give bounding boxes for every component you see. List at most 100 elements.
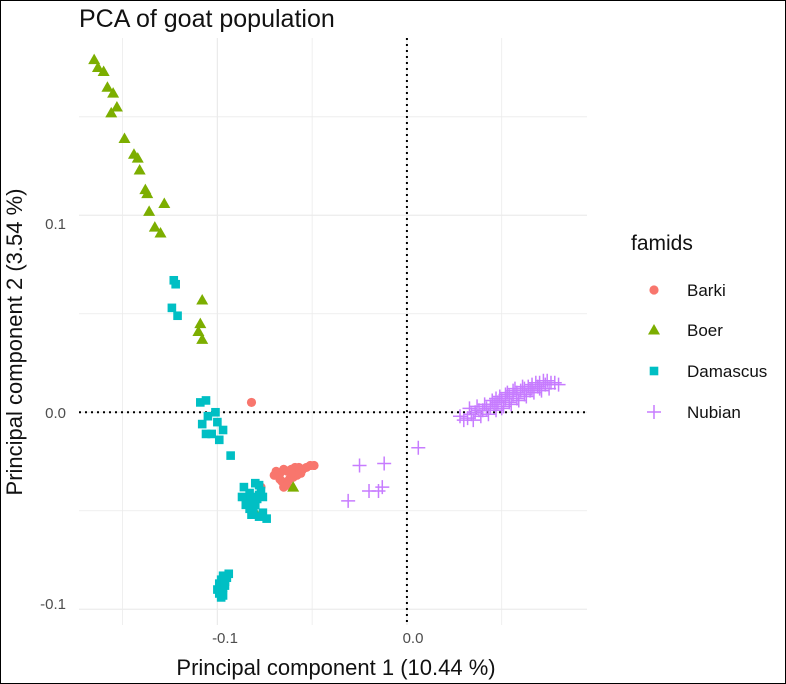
point-damascus — [201, 429, 211, 439]
series-boer — [88, 53, 300, 514]
point-damascus — [171, 279, 180, 289]
point-nubian — [504, 397, 519, 412]
point-nubian — [462, 401, 477, 416]
point-nubian — [468, 405, 483, 420]
legend-key-nubian — [647, 405, 661, 419]
point-boer — [196, 293, 209, 305]
point-nubian — [547, 375, 562, 390]
x-tick-labels: -0.1 0.0 — [212, 630, 423, 647]
point-damascus — [203, 411, 213, 421]
legend-label-barki: Barki — [687, 281, 726, 300]
point-damascus — [250, 500, 260, 510]
point-nubian — [538, 377, 553, 392]
point-nubian — [477, 397, 492, 412]
point-damascus — [211, 407, 220, 417]
point-nubian — [523, 383, 538, 398]
legend-keys — [647, 285, 661, 419]
point-nubian — [453, 409, 467, 424]
point-nubian — [375, 480, 390, 495]
x-axis-title: Principal component 1 (10.44 %) — [176, 655, 495, 680]
point-damascus — [214, 435, 224, 445]
legend-title: famids — [631, 232, 693, 255]
series-nubian — [341, 373, 566, 508]
legend-key-boer — [648, 324, 660, 335]
point-nubian — [460, 411, 475, 426]
point-barki — [309, 460, 319, 471]
point-nubian — [489, 391, 504, 406]
point-damascus — [201, 396, 211, 405]
legend-label-nubian: Nubian — [687, 403, 741, 422]
point-nubian — [517, 387, 532, 402]
point-boer — [196, 333, 209, 344]
point-nubian — [509, 391, 524, 406]
point-damascus — [173, 311, 182, 321]
point-boer — [192, 325, 205, 336]
point-boer — [143, 205, 156, 216]
point-nubian — [470, 399, 485, 414]
point-damascus — [167, 303, 177, 313]
legend-key-damascus — [649, 366, 659, 376]
point-barki — [286, 468, 296, 478]
point-nubian — [532, 381, 547, 396]
point-nubian — [498, 387, 513, 402]
point-damascus — [237, 492, 247, 502]
point-damascus — [239, 482, 249, 492]
point-nubian — [485, 393, 500, 408]
point-damascus — [213, 417, 222, 427]
point-nubian — [526, 385, 541, 400]
point-nubian — [481, 407, 496, 422]
point-nubian — [492, 389, 507, 404]
point-damascus — [196, 398, 205, 407]
point-nubian — [411, 440, 426, 455]
point-nubian — [506, 383, 521, 398]
point-nubian — [500, 385, 515, 400]
legend: famids Barki Boer Damascus Nubian — [631, 232, 767, 422]
point-boer — [133, 163, 146, 175]
data-points — [88, 53, 566, 602]
point-boer — [91, 61, 104, 73]
y-axis-title: Principal component 2 (3.54 %) — [2, 189, 27, 496]
point-boer — [154, 227, 167, 238]
point-boer — [105, 106, 118, 118]
chart-title: PCA of goat population — [79, 5, 335, 33]
point-damascus — [241, 500, 251, 510]
point-boer — [110, 100, 123, 112]
point-nubian — [483, 399, 498, 414]
y-tick-labels: 0.1 0.0 -0.1 — [40, 216, 66, 613]
point-damascus — [207, 429, 216, 439]
point-boer — [141, 187, 154, 199]
series-damascus — [167, 275, 271, 602]
x-tick-label: 0.0 — [403, 630, 424, 647]
point-nubian — [377, 456, 392, 471]
point-nubian — [473, 409, 488, 424]
point-nubian — [519, 389, 534, 404]
point-damascus — [216, 593, 226, 602]
reference-lines — [79, 38, 587, 625]
point-nubian — [530, 379, 545, 394]
point-nubian — [511, 393, 526, 408]
point-nubian — [502, 395, 517, 410]
point-barki — [246, 397, 257, 408]
legend-label-damascus: Damascus — [687, 362, 767, 381]
point-nubian — [362, 484, 377, 499]
point-boer — [118, 132, 131, 143]
point-damascus — [258, 492, 268, 502]
point-nubian — [515, 379, 530, 394]
point-boer — [158, 197, 171, 208]
y-tick-label: -0.1 — [40, 596, 66, 613]
point-nubian — [466, 413, 481, 428]
point-damascus — [197, 419, 207, 429]
point-nubian — [496, 399, 511, 414]
point-damascus — [220, 581, 230, 590]
point-nubian — [489, 403, 504, 418]
point-damascus — [247, 510, 256, 519]
point-nubian — [540, 373, 555, 388]
point-boer — [107, 87, 120, 98]
point-boer — [148, 221, 161, 232]
point-boer — [194, 317, 207, 329]
point-damascus — [218, 425, 228, 435]
point-nubian — [494, 401, 509, 416]
legend-key-barki — [649, 285, 659, 295]
point-boer — [131, 152, 144, 163]
